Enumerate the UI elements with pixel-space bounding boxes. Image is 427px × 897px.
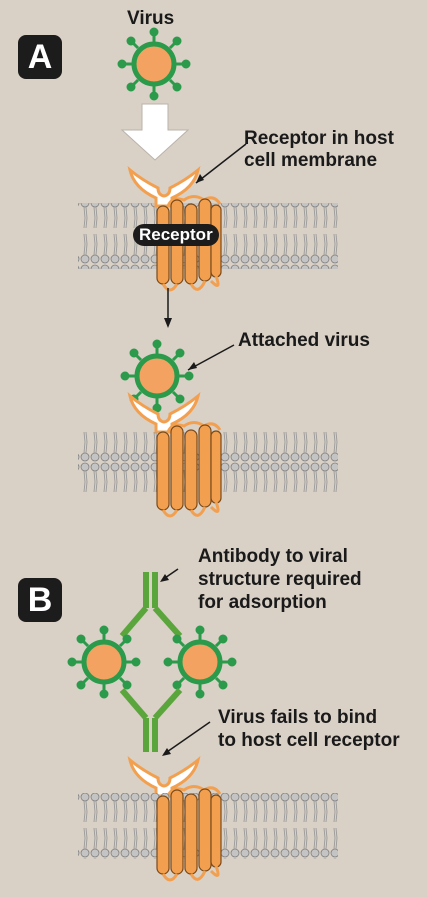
- virus-free: [117, 27, 191, 101]
- attached-virus-label: Attached virus: [238, 330, 370, 351]
- receptor-tag: Receptor: [133, 224, 219, 246]
- virus-b-left: [69, 627, 139, 697]
- panel-a-badge: A: [18, 35, 62, 79]
- antibody-top: [119, 572, 183, 638]
- antibody-label-line1: Antibody to viral: [198, 546, 348, 567]
- virus-b-right: [165, 627, 235, 697]
- pointer-fail: [163, 721, 211, 755]
- panel-b-badge: B: [18, 578, 62, 622]
- binding-arrow: [120, 103, 190, 161]
- fail-label-line1: Virus fails to bind: [218, 707, 378, 728]
- receptor-protein-3: [127, 756, 222, 798]
- receptor-label-line2: cell membrane: [244, 150, 378, 171]
- receptor-label-line1: Receptor in host: [244, 128, 394, 149]
- receptor-protein-2: [127, 392, 222, 434]
- receptor-helices-2: [156, 424, 222, 518]
- antibody-bottom: [119, 688, 183, 752]
- virus-label: Virus: [127, 8, 175, 29]
- antibody-label-line2: structure required: [198, 569, 362, 590]
- receptor-helices-3: [156, 788, 222, 882]
- fail-label-line2: to host cell receptor: [218, 730, 400, 751]
- pointer-receptor: [195, 143, 247, 184]
- antibody-label-line3: for adsorption: [198, 592, 327, 613]
